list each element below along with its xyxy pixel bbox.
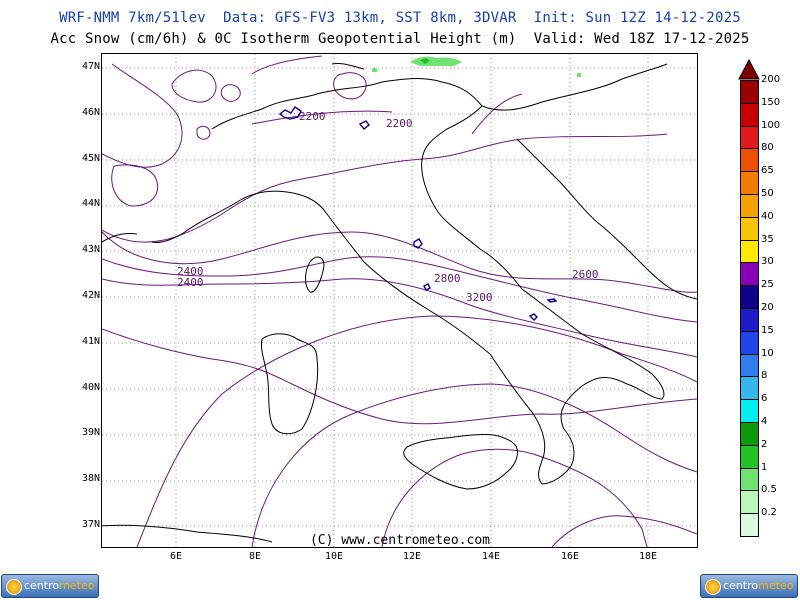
lat-label: 42N	[81, 290, 100, 301]
legend-level-label: 2	[761, 438, 768, 450]
legend-swatch	[740, 216, 759, 241]
lat-label: 37N	[81, 519, 100, 530]
legend-swatch	[740, 262, 759, 287]
logo-text: centro	[723, 579, 759, 592]
legend-swatch	[740, 513, 759, 537]
legend-swatch	[740, 376, 759, 401]
legend-level-label: 10	[761, 347, 774, 359]
logo-text-accent: meteo	[758, 579, 794, 592]
lon-label: 14E	[481, 551, 501, 562]
lat-label: 46N	[81, 107, 100, 118]
contour-label: 2800	[434, 272, 461, 285]
centrometeo-logo-left[interactable]: centrometeo	[1, 574, 99, 598]
contour-label: 2400	[177, 276, 204, 289]
lon-label: 8E	[248, 551, 262, 562]
legend-swatch	[740, 330, 759, 355]
map-canvas: 2200 2200 2400 2400 2600 2800 3200	[102, 54, 697, 547]
lat-label: 41N	[81, 336, 100, 347]
header-line-2: Acc Snow (cm/6h) & 0C Isotherm Geopotent…	[50, 31, 750, 47]
lon-label: 10E	[324, 551, 344, 562]
lon-label: 12E	[402, 551, 422, 562]
legend-swatch	[740, 399, 759, 423]
legend-swatch	[740, 353, 759, 378]
contour-label: 2600	[572, 268, 599, 281]
legend-level-label: 80	[761, 142, 774, 154]
lat-label: 38N	[81, 473, 100, 484]
legend-swatch	[740, 125, 759, 150]
snow-contours	[278, 106, 558, 321]
centrometeo-logo-right[interactable]: centrometeo	[700, 574, 798, 598]
legend-level-label: 200	[761, 74, 781, 85]
lon-label: 6E	[169, 551, 183, 562]
legend-swatch	[740, 285, 759, 309]
legend-swatch	[740, 467, 759, 492]
contour-label: 2400	[177, 265, 204, 278]
legend-level-label: 4	[761, 416, 768, 427]
logo-text: centro	[24, 579, 60, 592]
legend-swatch	[740, 308, 759, 332]
legend-level-label: 100	[761, 119, 781, 131]
legend-level-label: 35	[761, 233, 774, 245]
legend-swatch	[740, 171, 759, 195]
contour-label: 3200	[466, 291, 493, 304]
lon-label: 18E	[638, 551, 658, 562]
legend-level-label: 15	[761, 324, 774, 336]
snow-patches	[372, 56, 581, 77]
legend-swatch	[740, 422, 759, 446]
legend-level-label: 65	[761, 165, 774, 177]
legend-level-label: 8	[761, 370, 768, 382]
legend-swatch	[740, 444, 759, 469]
lat-label: 47N	[81, 61, 100, 72]
legend-arrow	[738, 58, 760, 80]
legend-level-label: 1	[761, 461, 768, 473]
legend-swatch	[740, 148, 759, 173]
header-line-1: WRF-NMM 7km/51lev Data: GFS-FV3 13km, SS…	[59, 10, 741, 26]
legend-level-label: 25	[761, 279, 774, 291]
copyright-credit: (C) www.centrometeo.com	[309, 533, 490, 548]
legend-level-label: 6	[761, 393, 768, 405]
logo-text-accent: meteo	[59, 579, 95, 592]
coastlines	[102, 63, 697, 543]
logo-globe-icon	[6, 579, 22, 595]
lat-label: 39N	[81, 427, 100, 438]
legend-level-label: 150	[761, 96, 781, 108]
map-frame: 2200 2200 2400 2400 2600 2800 3200	[101, 53, 698, 548]
legend-level-label: 30	[761, 256, 774, 268]
legend-level-label: 50	[761, 188, 774, 199]
lat-label: 44N	[81, 198, 100, 209]
isotherm-contours	[102, 55, 697, 547]
legend-level-label: 0.5	[761, 484, 777, 496]
lon-label: 16E	[560, 551, 580, 562]
legend-swatch	[740, 194, 759, 218]
lat-label: 45N	[81, 153, 100, 164]
legend-level-label: 0.2	[761, 507, 777, 519]
contour-label: 2200	[299, 110, 326, 123]
legend-level-label: 20	[761, 302, 774, 313]
lat-label: 40N	[81, 382, 100, 393]
legend-level-label: 40	[761, 210, 774, 222]
legend-swatch	[740, 80, 759, 104]
contour-label: 2200	[386, 117, 413, 130]
legend-swatch	[740, 490, 759, 515]
logo-globe-icon	[705, 579, 721, 595]
legend-swatch	[740, 239, 759, 264]
legend-swatch	[740, 102, 759, 127]
lat-label: 43N	[81, 244, 100, 255]
